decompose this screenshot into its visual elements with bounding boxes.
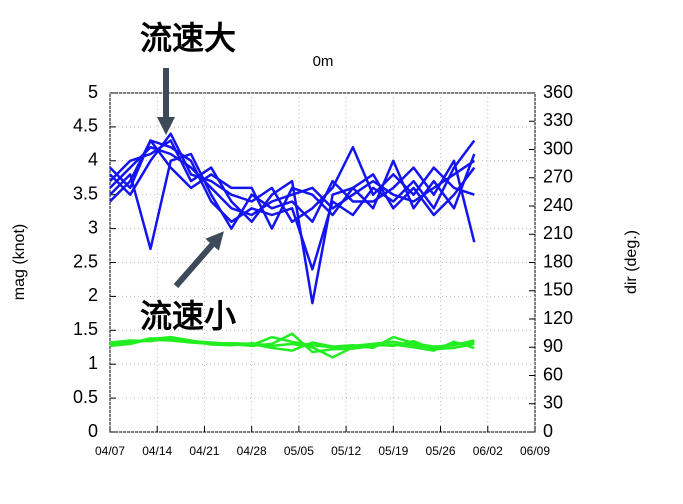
y-tick-label: 4	[88, 150, 98, 170]
marks: 0 0.5 1 1.5 2 2.5 3 3.5 4 4.5 5 0 30 60 90 120 150 180 210…	[73, 82, 573, 458]
y-tick-label: 3.5	[73, 183, 98, 203]
data-line	[109, 139, 476, 271]
y2-tick-label: 270	[543, 167, 573, 187]
x-tick-label: 06/09	[520, 444, 550, 458]
y-tick-label: 5	[88, 82, 98, 102]
x-tick-label: 04/28	[237, 444, 267, 458]
y-tick-label: 3	[88, 217, 98, 237]
y2-tick-label: 150	[543, 280, 573, 300]
y2-axis-label: dir (deg.)	[623, 230, 640, 294]
data-line	[109, 332, 475, 354]
data-line	[109, 145, 475, 217]
y2-tick-label: 90	[543, 336, 563, 356]
y2-tick-label: 360	[543, 82, 573, 102]
x-tick-label: 05/26	[426, 444, 456, 458]
x-tick-label: 05/19	[378, 444, 408, 458]
y-tick-label: 0	[88, 421, 98, 441]
y-tick-label: 2.5	[73, 251, 98, 271]
y-tick-label: 2	[88, 285, 98, 305]
y-axis-label: mag (knot)	[11, 224, 28, 300]
y2-tick-label: 300	[543, 138, 573, 158]
x-tick-label: 05/05	[284, 444, 314, 458]
annotation: 流速大	[140, 19, 236, 57]
x-tick-label: 05/12	[331, 444, 361, 458]
x-tick-label: 04/21	[189, 444, 219, 458]
y-tick-label: 4.5	[73, 116, 98, 136]
chart-title: 0m	[313, 53, 334, 70]
data-line	[109, 139, 476, 305]
data-line	[109, 335, 475, 359]
x-tick-label: 06/02	[473, 444, 503, 458]
data-line	[109, 335, 475, 350]
y2-tick-label: 0	[543, 421, 553, 441]
y2-tick-label: 240	[543, 195, 573, 215]
data-line	[109, 139, 476, 230]
y2-tick-label: 210	[543, 223, 573, 243]
y2-tick-label: 330	[543, 110, 573, 130]
y2-tick-label: 60	[543, 364, 563, 384]
data-line	[109, 152, 476, 251]
y-tick-label: 1	[88, 353, 98, 373]
arrow	[173, 231, 224, 288]
x-tick-label: 04/07	[95, 444, 125, 458]
x-tick-label: 04/14	[142, 444, 172, 458]
y2-tick-label: 120	[543, 308, 573, 328]
y-tick-label: 1.5	[73, 319, 98, 339]
y2-tick-label: 180	[543, 251, 573, 271]
annotation: 流速小	[140, 297, 236, 335]
y-tick-label: 0.5	[73, 387, 98, 407]
y2-tick-label: 30	[543, 393, 563, 413]
